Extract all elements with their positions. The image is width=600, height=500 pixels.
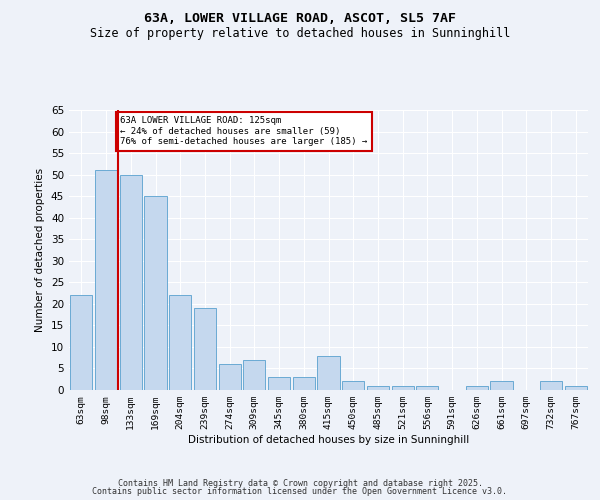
Bar [490, 382, 512, 390]
Text: Contains public sector information licensed under the Open Government Licence v3: Contains public sector information licen… [92, 487, 508, 496]
Text: Contains HM Land Registry data © Crown copyright and database right 2025.: Contains HM Land Registry data © Crown c… [118, 478, 482, 488]
Bar [70, 295, 92, 390]
Bar [268, 377, 290, 390]
Bar [293, 377, 315, 390]
Text: 63A, LOWER VILLAGE ROAD, ASCOT, SL5 7AF: 63A, LOWER VILLAGE ROAD, ASCOT, SL5 7AF [144, 12, 456, 26]
Bar [342, 382, 364, 390]
Y-axis label: Number of detached properties: Number of detached properties [35, 168, 46, 332]
X-axis label: Distribution of detached houses by size in Sunninghill: Distribution of detached houses by size … [188, 435, 469, 445]
Bar [540, 382, 562, 390]
Bar [392, 386, 414, 390]
Text: Size of property relative to detached houses in Sunninghill: Size of property relative to detached ho… [90, 28, 510, 40]
Bar [416, 386, 439, 390]
Text: 63A LOWER VILLAGE ROAD: 125sqm
← 24% of detached houses are smaller (59)
76% of : 63A LOWER VILLAGE ROAD: 125sqm ← 24% of … [121, 116, 368, 146]
Bar [243, 360, 265, 390]
Bar [218, 364, 241, 390]
Bar [565, 386, 587, 390]
Bar [466, 386, 488, 390]
Bar [194, 308, 216, 390]
Bar [317, 356, 340, 390]
Bar [145, 196, 167, 390]
Bar [95, 170, 117, 390]
Bar [367, 386, 389, 390]
Bar [119, 174, 142, 390]
Bar [169, 295, 191, 390]
